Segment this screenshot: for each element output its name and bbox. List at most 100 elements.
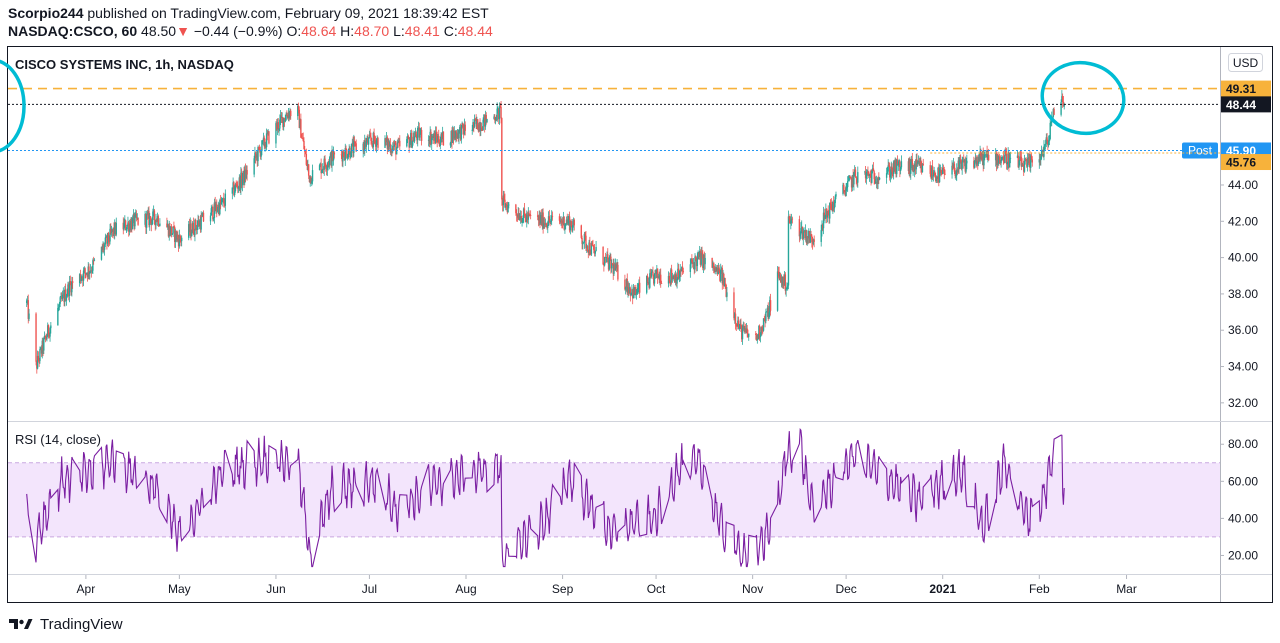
candle-body: [180, 237, 183, 242]
candle-body: [50, 325, 52, 329]
candle-body: [827, 211, 829, 215]
candle-body: [765, 311, 768, 313]
footer-brand[interactable]: TradingView: [8, 613, 123, 635]
candle-body: [1003, 161, 1005, 163]
candle-body: [803, 231, 805, 233]
candle-body: [111, 229, 114, 232]
candle-body: [473, 118, 476, 127]
candle-body: [418, 127, 420, 138]
candle-body: [63, 293, 65, 302]
candle-body: [726, 292, 728, 297]
candle-body: [850, 177, 852, 179]
candle-body: [456, 133, 459, 139]
candle-body: [789, 219, 791, 223]
candle-body: [280, 115, 283, 118]
candle-body: [938, 168, 940, 183]
candle-body: [1044, 143, 1047, 146]
candle-body: [458, 129, 460, 139]
candle-body: [211, 206, 213, 209]
currency-button[interactable]: [1228, 53, 1263, 72]
candle-body: [1026, 158, 1029, 167]
candle-body: [431, 138, 433, 144]
candle-body: [690, 259, 692, 265]
candle-body: [1023, 161, 1026, 172]
candle-body: [580, 225, 582, 238]
candle-body: [523, 208, 526, 215]
candle-body: [324, 158, 326, 166]
candle-body: [198, 220, 200, 227]
candle-body: [428, 139, 431, 145]
publisher-name[interactable]: Scorpio244: [8, 5, 84, 21]
candle-body: [384, 138, 386, 148]
candle-body: [625, 278, 628, 288]
candle-body: [68, 284, 70, 296]
candle-body: [350, 143, 353, 157]
candle-body: [155, 219, 157, 226]
candle-body: [49, 328, 51, 337]
candle-body: [258, 147, 260, 149]
candle-body: [57, 307, 60, 309]
candle-body: [192, 222, 195, 234]
candle-body: [237, 186, 239, 189]
time-tick-label: Aug: [455, 582, 476, 596]
candle-body: [1023, 166, 1025, 172]
candle-body: [563, 216, 565, 230]
candle-body: [70, 283, 72, 293]
candle-body: [638, 282, 640, 289]
candle-body: [876, 181, 878, 184]
candle-body: [136, 217, 139, 219]
candle-body: [627, 287, 629, 293]
candle-body: [628, 287, 630, 293]
candle-body: [655, 270, 657, 274]
candle-body: [406, 136, 409, 140]
candle-body: [200, 216, 202, 230]
open-label: O:: [286, 23, 302, 39]
candle-body: [1004, 150, 1006, 163]
candle-body: [1019, 156, 1021, 161]
candle-body: [43, 338, 45, 351]
candle-body: [1040, 156, 1042, 161]
time-tick-label: Oct: [647, 582, 666, 596]
candle-body: [912, 165, 914, 171]
price-axis-ticks: 32.00 34.00 36.00 38.00 40.00 42.00 44.00: [1220, 178, 1258, 410]
candle-body: [607, 254, 609, 260]
candle-body: [671, 276, 674, 280]
candle-body: [587, 250, 589, 253]
candle-body: [870, 174, 872, 183]
candle-body: [766, 307, 769, 312]
candle-body: [189, 223, 191, 233]
candle-body: [987, 154, 990, 161]
candle-body: [610, 256, 612, 269]
candle-body: [26, 300, 29, 301]
candle-body: [909, 159, 911, 174]
candle-body: [952, 165, 954, 169]
candle-body: [62, 293, 65, 295]
candle-body: [126, 224, 128, 230]
candle-body: [677, 268, 680, 279]
candle-body: [850, 178, 853, 188]
candle-body: [944, 173, 946, 175]
candle-body: [1006, 162, 1009, 165]
candle-body: [546, 225, 548, 228]
time-tick-label: Apr: [77, 582, 96, 596]
candle-body: [611, 263, 614, 265]
candle-body: [825, 208, 828, 218]
candle-body: [759, 335, 762, 338]
price-tick-label: 32.00: [1228, 396, 1258, 410]
candle-body: [308, 175, 311, 183]
candle-body: [559, 220, 561, 223]
rsi-title: RSI (14, close): [15, 432, 101, 447]
candle-body: [784, 274, 787, 291]
candle-body: [64, 289, 67, 301]
candle-body: [197, 220, 199, 225]
candle-body: [848, 175, 850, 181]
candle-body: [455, 131, 458, 139]
candle-body: [920, 161, 922, 167]
candle-body: [305, 154, 308, 165]
candle-body: [980, 156, 983, 160]
candle-body: [929, 165, 931, 174]
candle-body: [47, 325, 49, 337]
candle-body: [550, 218, 552, 222]
candle-body: [209, 215, 212, 222]
